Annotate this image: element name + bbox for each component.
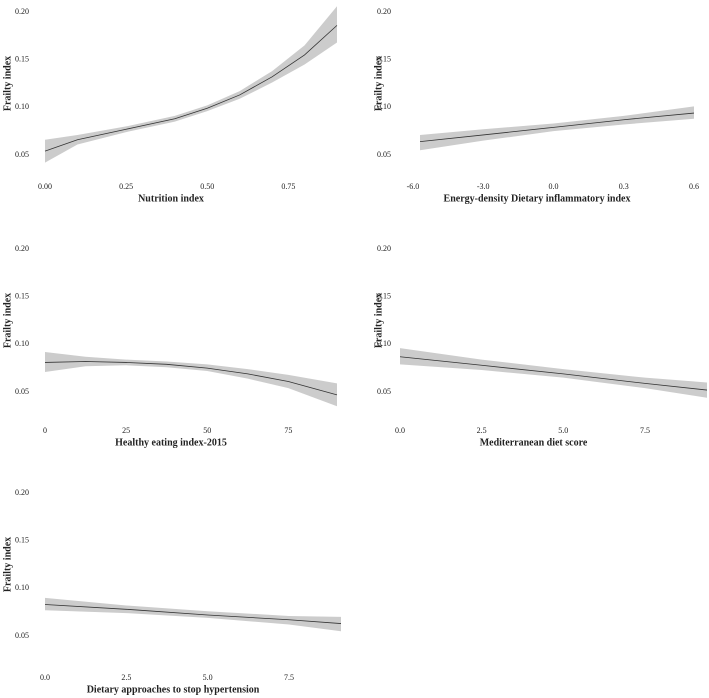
fit-line (419, 112, 695, 143)
x-axis-title: Mediterranean diet score (480, 437, 588, 448)
y-tick-label: 0.15 (377, 292, 391, 301)
y-tick-label: 0.05 (377, 387, 391, 396)
y-tick-label: 0.10 (15, 583, 29, 592)
y-tick-label: 0.20 (15, 7, 29, 16)
x-tick-label: 0.0 (40, 673, 50, 682)
x-tick-label: 0.25 (119, 182, 133, 191)
y-axis-title: Frailty index (2, 537, 13, 592)
x-tick-label: 0.0 (395, 426, 405, 435)
y-axis-title: Frailty index (373, 293, 384, 348)
y-tick-label: 0.05 (15, 150, 29, 159)
x-tick-label: -6.0 (407, 182, 420, 191)
x-tick-label: 25 (122, 426, 130, 435)
y-tick-label: 0.15 (15, 55, 29, 64)
x-tick-label: 7.5 (284, 673, 294, 682)
x-tick-label: 5.0 (203, 673, 213, 682)
x-tick-label: 7.5 (640, 426, 650, 435)
x-tick-label: 0.00 (38, 182, 52, 191)
x-tick-label: 75 (284, 426, 292, 435)
y-tick-label: 0.20 (377, 244, 391, 253)
y-tick-label: 0.20 (377, 7, 391, 16)
y-tick-label: 0.20 (15, 244, 29, 253)
y-tick-label: 0.10 (15, 102, 29, 111)
x-tick-label: 2.5 (121, 673, 131, 682)
x-tick-label: 0.75 (281, 182, 295, 191)
x-axis-title: Healthy eating index-2015 (115, 437, 227, 448)
y-tick-label: 0.10 (377, 102, 391, 111)
x-tick-label: -3.0 (477, 182, 490, 191)
fit-line (399, 356, 708, 391)
y-axis-title: Frailty index (2, 56, 13, 111)
y-tick-label: 0.15 (15, 536, 29, 545)
x-tick-label: 0.50 (200, 182, 214, 191)
confidence-band (420, 106, 694, 151)
y-tick-label: 0.15 (15, 292, 29, 301)
x-tick-label: 0.3 (619, 182, 629, 191)
fit-line (44, 361, 338, 396)
y-tick-label: 0.10 (377, 339, 391, 348)
fit-line (44, 604, 342, 624)
x-tick-label: 50 (203, 426, 211, 435)
x-axis-title: Dietary approaches to stop hypertension (87, 684, 260, 695)
fit-line (44, 25, 338, 152)
x-tick-label: 0.6 (689, 182, 699, 191)
y-axis-title: Frailty index (2, 293, 13, 348)
x-tick-label: 0 (43, 426, 47, 435)
y-tick-label: 0.05 (377, 150, 391, 159)
y-axis-title: Frailty index (373, 56, 384, 111)
x-tick-label: 5.0 (558, 426, 568, 435)
x-tick-label: 0.0 (548, 182, 558, 191)
confidence-band (45, 597, 341, 632)
x-tick-label: 2.5 (477, 426, 487, 435)
x-axis-title: Energy-density Dietary inflammatory inde… (444, 193, 631, 204)
confidence-band (45, 351, 337, 407)
y-tick-label: 0.05 (15, 387, 29, 396)
x-axis-title: Nutrition index (138, 193, 204, 204)
confidence-band (45, 6, 337, 163)
y-tick-label: 0.10 (15, 339, 29, 348)
y-tick-label: 0.20 (15, 488, 29, 497)
y-tick-label: 0.15 (377, 55, 391, 64)
y-tick-label: 0.05 (15, 631, 29, 640)
